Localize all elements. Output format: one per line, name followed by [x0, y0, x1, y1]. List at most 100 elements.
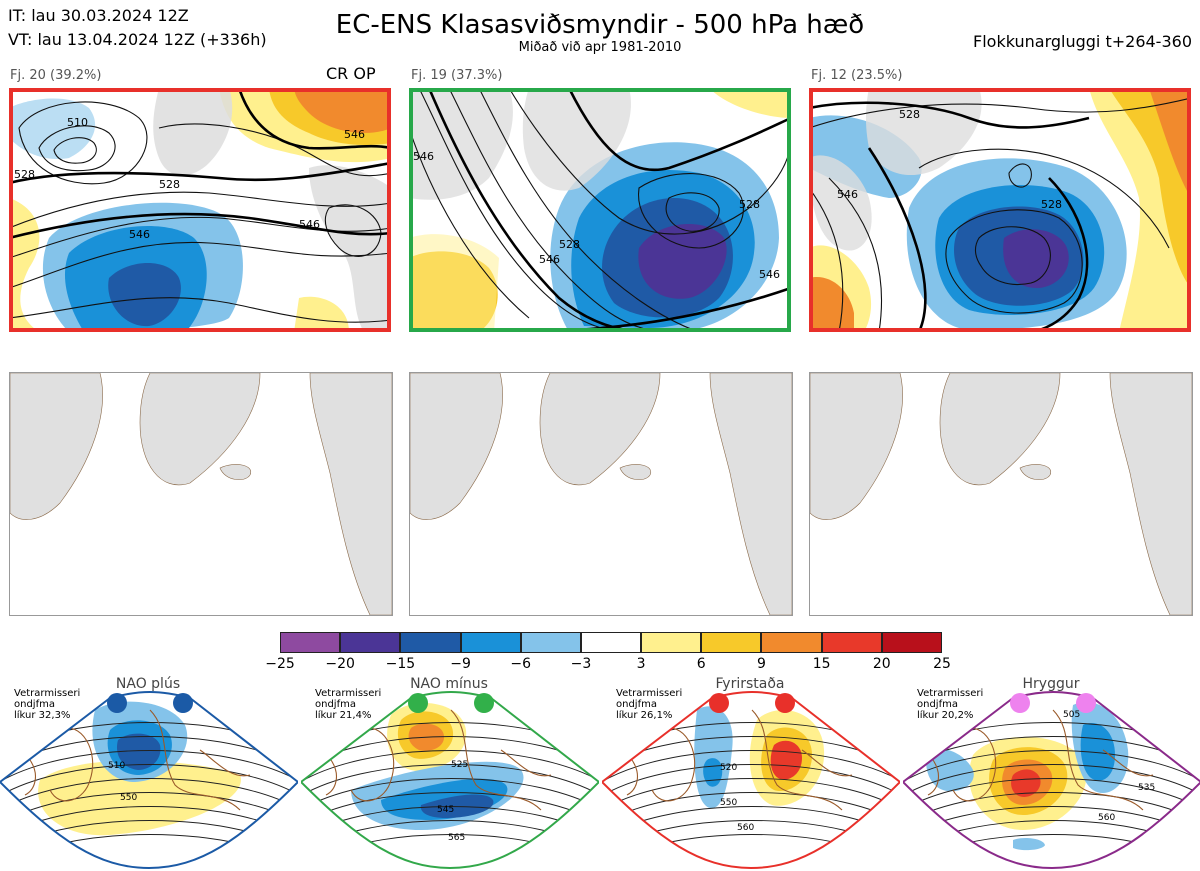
colorbar-segment: [641, 632, 702, 653]
regime-anomaly-area: [1013, 837, 1045, 851]
land-scandinavia: [309, 165, 391, 332]
regime-map: 525 545 565: [301, 691, 599, 870]
cluster-frame-1: [9, 88, 391, 332]
regime-contour-label: 565: [448, 833, 465, 843]
empty-map-2: [409, 372, 793, 616]
colorbar-tick-label: 9: [756, 656, 766, 672]
contour-label: 546: [129, 228, 150, 241]
land-canada: [810, 373, 903, 520]
land-canada: [410, 373, 503, 520]
colorbar-tick-label: −15: [385, 656, 416, 672]
regime-contour: [0, 778, 298, 817]
regime-marker-dot: [173, 693, 193, 713]
cluster-frame-2: [409, 88, 791, 332]
anomaly-positive-strong: [1149, 88, 1191, 198]
regime-anomaly-area: [770, 740, 802, 780]
regime-info-line: Vetrarmisseri: [917, 688, 984, 699]
regime-anomaly-area: [38, 760, 241, 836]
regime-marker-dot: [1010, 693, 1030, 713]
cluster-frame-3: [809, 88, 1191, 332]
contour-label: 528: [1041, 198, 1062, 211]
colorbar-tick-label: −25: [265, 656, 295, 672]
regime-info-line: ondjfma: [616, 699, 657, 710]
regime-marker-dot: [1076, 693, 1096, 713]
land-greenland: [139, 373, 261, 486]
cluster-window: Flokkunargluggi t+264-360: [973, 32, 1192, 51]
regime-contour: [0, 764, 298, 803]
regime-coastline: [325, 709, 552, 811]
regime-contour-label: 560: [737, 823, 754, 833]
regime-frame: [301, 691, 599, 870]
regime-marker-dot: [775, 693, 795, 713]
colorbar-segment: [400, 632, 461, 653]
cluster-tag-1: CR OP: [326, 64, 376, 83]
anomaly-negative-strong: [108, 263, 181, 327]
regime-contour: [903, 750, 1200, 789]
land-greenland: [522, 88, 631, 191]
regime-info-line: líkur 32,3%: [14, 710, 71, 721]
colorbar-segment: [460, 632, 521, 653]
colorbar-segment: [881, 632, 942, 653]
regime-info-line: líkur 26,1%: [616, 710, 673, 721]
regime-contour: [903, 764, 1200, 803]
regime-anomaly-area: [116, 733, 161, 770]
land-canada: [10, 373, 103, 520]
anomaly-negative-weak: [9, 98, 96, 159]
anomaly-negative-extreme: [1003, 229, 1069, 289]
land-iceland: [219, 464, 252, 481]
regime-title: Fyrirstaða: [715, 676, 785, 692]
regime-marker-dot: [709, 693, 729, 713]
colorbar-segment: [701, 632, 762, 653]
cluster-map-2: 546 528 546 528 546: [409, 88, 791, 332]
regime-contour: [602, 764, 900, 803]
regime-contour: [602, 750, 900, 789]
regime-contour: [0, 750, 298, 789]
regime-info-line: Vetrarmisseri: [616, 688, 683, 699]
regime-map: 510 550: [0, 691, 298, 870]
regime-contour-label: 520: [720, 763, 737, 773]
cluster-label-3: Fj. 12 (23.5%): [811, 68, 903, 83]
land-greenland: [539, 373, 661, 486]
colorbar-tick-label: −9: [450, 656, 471, 672]
regime-contour: [301, 750, 599, 789]
contour-label: 546: [759, 268, 780, 281]
colorbar-tick-label: 20: [872, 656, 891, 672]
land-greenland: [153, 88, 233, 176]
regime-contour-label: 550: [120, 793, 137, 803]
contour-label: 510: [67, 116, 88, 129]
empty-map-1: [9, 372, 393, 616]
contour-label: 528: [159, 178, 180, 191]
regime-coastline: [24, 709, 251, 811]
regime-contour-label: 505: [1063, 710, 1080, 720]
colorbar-segment: [821, 632, 882, 653]
anomaly-positive-weak: [409, 234, 499, 332]
cluster-map-3: 528 546 528: [809, 88, 1191, 332]
land-iceland: [1019, 464, 1052, 481]
regime-marker-dot: [474, 693, 494, 713]
regime-contour: [301, 778, 599, 817]
regime-contour-label: 550: [720, 798, 737, 808]
colorbar-segment: [580, 632, 642, 653]
colorbar-segment: [280, 632, 341, 653]
contour-label: 546: [344, 128, 365, 141]
cluster-label-2: Fj. 19 (37.3%): [411, 68, 503, 83]
land-greenland: [409, 88, 513, 200]
anomaly-positive-weak: [294, 296, 349, 332]
cluster-label-1: Fj. 20 (39.2%): [10, 68, 102, 83]
colorbar-tick-label: −20: [325, 656, 355, 672]
contour-label: 528: [559, 238, 580, 251]
anomaly-positive-weak: [709, 88, 791, 118]
chart-subtitle: Miðað við apr 1981-2010: [518, 40, 682, 55]
contour-label: 546: [413, 150, 434, 163]
regime-frame: [0, 691, 298, 870]
contour-label: 546: [299, 218, 320, 231]
regime-contour-label: 535: [1138, 783, 1155, 793]
land-europe: [709, 373, 792, 615]
colorbar-tick-label: 15: [812, 656, 831, 672]
regime-info-line: líkur 20,2%: [917, 710, 974, 721]
regime-contour: [602, 778, 900, 817]
regime-anomaly-area: [694, 706, 733, 809]
regime-contour: [903, 778, 1200, 817]
regime-coastline: [927, 709, 1154, 811]
regime-marker-dot: [107, 693, 127, 713]
